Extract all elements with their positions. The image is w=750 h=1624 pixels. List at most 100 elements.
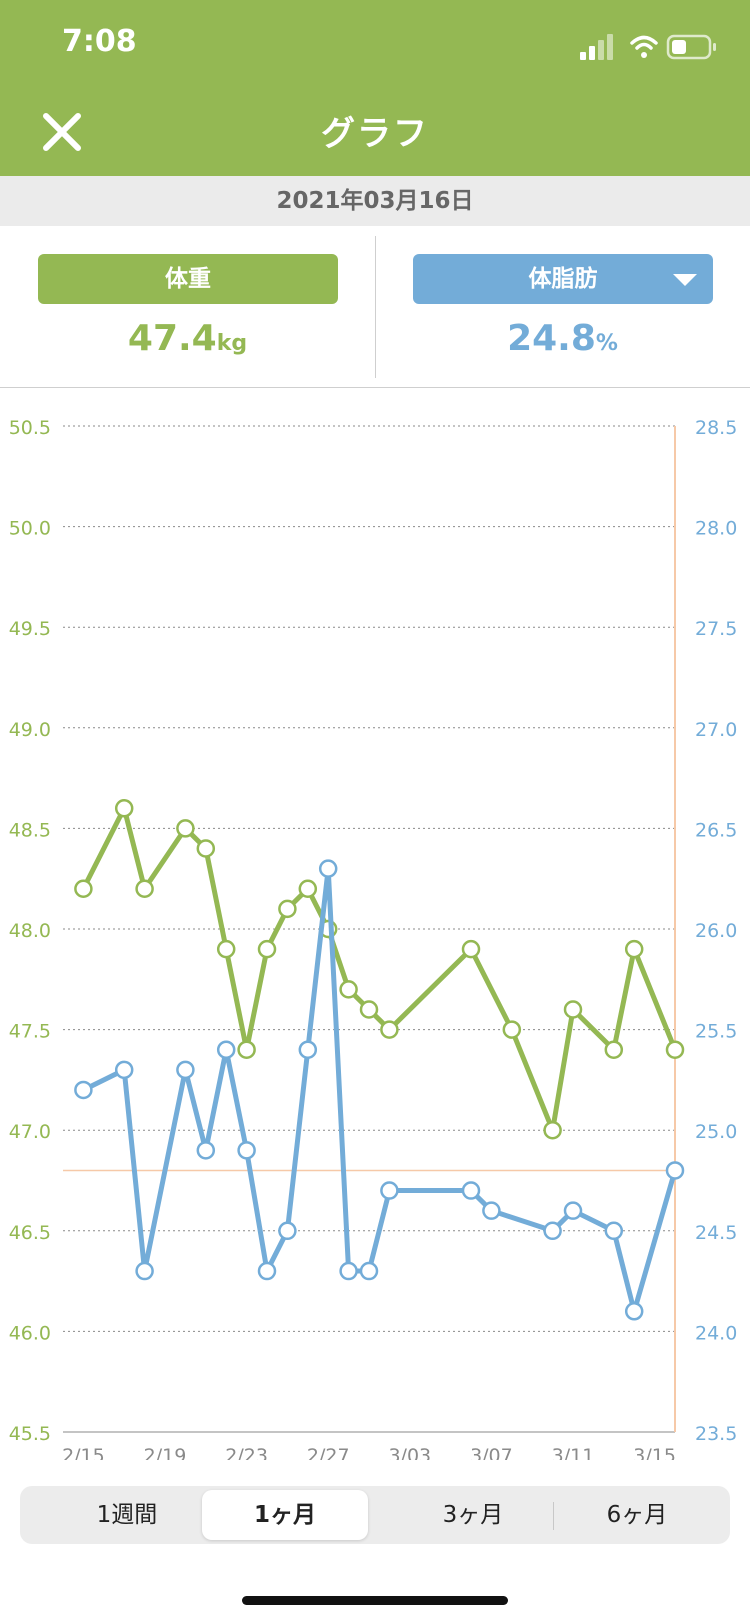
y-left-tick-label: 50.5 bbox=[9, 417, 51, 439]
fat-data-point bbox=[359, 1261, 379, 1281]
x-tick-label: 3/11 bbox=[552, 1445, 595, 1460]
fat-data-point bbox=[624, 1302, 644, 1321]
y-right-tick-label: 24.0 bbox=[695, 1322, 737, 1344]
weight-data-point bbox=[216, 939, 236, 959]
x-tick-label: 3/07 bbox=[470, 1445, 513, 1460]
fat-data-point bbox=[257, 1261, 277, 1281]
x-tick-label: 2/27 bbox=[307, 1445, 350, 1460]
tab-3-months[interactable]: 3ヶ月 bbox=[442, 1502, 504, 1528]
weight-data-point bbox=[257, 939, 277, 959]
fat-value: 24.8% bbox=[375, 318, 750, 359]
panel-separator bbox=[0, 387, 750, 388]
weight-label-button: 体重 bbox=[38, 254, 338, 304]
fat-data-point bbox=[74, 1080, 93, 1100]
cellular-signal-icon bbox=[580, 34, 613, 60]
fat-panel: 体脂肪 24.8% bbox=[375, 226, 750, 386]
fat-data-point bbox=[461, 1181, 481, 1200]
weight-unit: kg bbox=[216, 331, 248, 356]
close-icon[interactable] bbox=[40, 110, 84, 154]
weight-data-point bbox=[624, 939, 644, 959]
battery-icon bbox=[666, 34, 716, 60]
tab-1-week[interactable]: 1週間 bbox=[96, 1502, 158, 1528]
fat-series-line bbox=[82, 866, 678, 1314]
fat-data-point bbox=[196, 1141, 216, 1160]
weight-label: 体重 bbox=[165, 266, 211, 292]
x-tick-label: 3/15 bbox=[633, 1445, 676, 1460]
weight-data-point bbox=[196, 839, 216, 858]
weight-data-point bbox=[461, 939, 481, 959]
y-right-tick-label: 23.5 bbox=[695, 1423, 737, 1445]
fat-data-point bbox=[543, 1221, 562, 1241]
x-tick-label: 2/15 bbox=[62, 1445, 105, 1460]
y-right-tick-label: 27.5 bbox=[695, 618, 737, 640]
page-title: グラフ bbox=[321, 114, 429, 154]
range-selector: 1週間 1ヶ月 3ヶ月 6ヶ月 bbox=[20, 1486, 730, 1544]
fat-data-point bbox=[216, 1040, 236, 1059]
fat-data-point bbox=[604, 1221, 624, 1241]
y-right-tick-label: 27.0 bbox=[695, 719, 737, 741]
selected-date: 2021年03月16日 bbox=[0, 176, 750, 226]
fat-data-point bbox=[339, 1261, 358, 1281]
y-right-tick-label: 26.5 bbox=[695, 819, 737, 841]
x-tick-label: 3/03 bbox=[388, 1445, 431, 1460]
home-indicator bbox=[242, 1596, 508, 1605]
weight-data-point bbox=[563, 1000, 583, 1019]
x-tick-label: 2/19 bbox=[144, 1445, 187, 1460]
y-left-tick-label: 47.5 bbox=[9, 1021, 51, 1043]
fat-data-point bbox=[176, 1060, 195, 1080]
tab-6-months[interactable]: 6ヶ月 bbox=[606, 1502, 668, 1528]
x-tick-label: 2/23 bbox=[225, 1445, 268, 1460]
weight-data-point bbox=[74, 879, 93, 899]
weight-data-point bbox=[114, 799, 134, 818]
y-left-tick-label: 49.0 bbox=[9, 719, 51, 741]
y-left-tick-label: 49.5 bbox=[9, 618, 51, 640]
y-left-tick-label: 46.0 bbox=[9, 1322, 51, 1344]
fat-data-point bbox=[482, 1201, 501, 1220]
y-left-tick-label: 45.5 bbox=[9, 1423, 51, 1445]
weight-fat-chart[interactable]: 50.5 50.0 49.5 49.0 48.5 48.0 47.5 47.0 46.5 46.0… bbox=[0, 410, 750, 1460]
weight-data-point bbox=[502, 1020, 522, 1039]
weight-number: 47.4 bbox=[127, 318, 217, 359]
weight-data-point bbox=[380, 1020, 399, 1039]
tab-separator bbox=[553, 1502, 554, 1530]
fat-data-point bbox=[298, 1040, 318, 1059]
weight-value: 47.4kg bbox=[0, 318, 375, 359]
app-header: 7:08 グラフ bbox=[0, 0, 750, 176]
y-right-tick-label: 25.0 bbox=[695, 1121, 737, 1143]
tab-1-month[interactable]: 1ヶ月 bbox=[202, 1490, 368, 1540]
y-right-tick-label: 24.5 bbox=[695, 1222, 737, 1244]
wifi-icon bbox=[630, 35, 658, 58]
fat-data-point bbox=[563, 1201, 583, 1220]
weight-series-line bbox=[81, 805, 678, 1133]
fat-number: 24.8 bbox=[507, 318, 596, 359]
weight-data-point bbox=[176, 819, 195, 838]
y-left-tick-label: 48.0 bbox=[9, 920, 51, 942]
y-right-tick-label: 28.0 bbox=[695, 518, 737, 540]
y-right-tick-label: 25.5 bbox=[695, 1021, 737, 1043]
fat-unit: % bbox=[595, 331, 618, 356]
fat-data-point bbox=[278, 1221, 297, 1241]
weight-data-point bbox=[298, 879, 318, 899]
fat-data-point bbox=[135, 1261, 154, 1281]
y-left-tick-label: 47.0 bbox=[9, 1121, 51, 1143]
y-right-tick-label: 28.5 bbox=[695, 417, 737, 439]
fat-data-point bbox=[237, 1141, 256, 1160]
y-right-tick-label: 26.0 bbox=[695, 920, 737, 942]
y-left-tick-label: 48.5 bbox=[9, 819, 51, 841]
weight-data-point bbox=[543, 1120, 562, 1140]
fat-data-point bbox=[380, 1181, 399, 1200]
weight-data-point bbox=[359, 1000, 379, 1019]
weight-data-point bbox=[604, 1040, 624, 1059]
fat-metric-dropdown[interactable]: 体脂肪 bbox=[413, 254, 713, 304]
y-left-tick-label: 46.5 bbox=[9, 1222, 51, 1244]
weight-panel: 体重 47.4kg bbox=[0, 226, 375, 386]
chevron-down-icon bbox=[673, 274, 697, 286]
y-left-tick-label: 50.0 bbox=[9, 518, 51, 540]
weight-data-point bbox=[665, 1040, 685, 1059]
panel-divider bbox=[375, 236, 376, 378]
fat-data-point bbox=[114, 1060, 134, 1080]
fat-label: 体脂肪 bbox=[528, 266, 598, 292]
weight-data-point bbox=[135, 879, 154, 899]
status-time: 7:08 bbox=[62, 24, 137, 59]
fat-data-point bbox=[665, 1161, 685, 1180]
